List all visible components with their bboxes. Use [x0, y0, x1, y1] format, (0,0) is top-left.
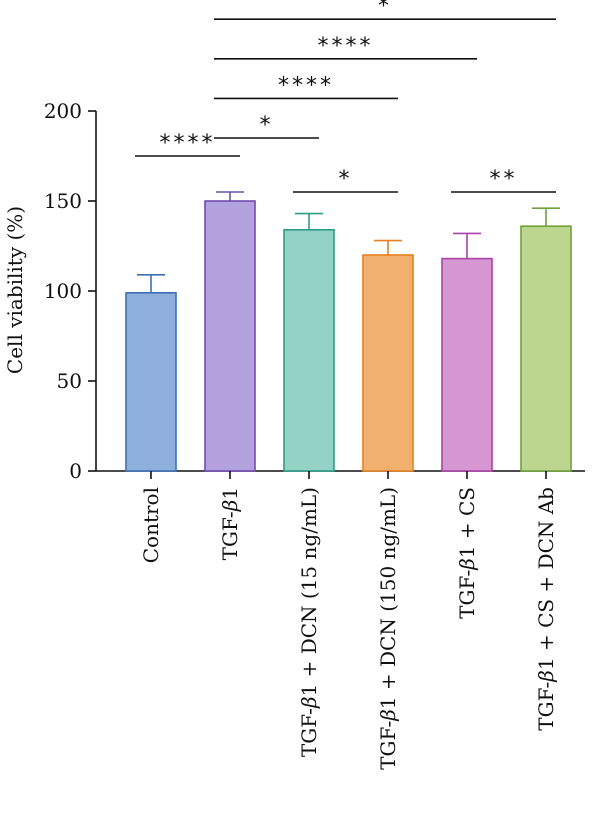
- sig-label-3: ****: [318, 34, 374, 59]
- axes: 0 50 100 150 200: [44, 99, 585, 483]
- sig-label-2: ****: [278, 73, 334, 98]
- x-tick-label-3: TGF-β1 + DCN (150 ng/mL): [376, 487, 400, 770]
- sig-label-0: ****: [160, 131, 216, 156]
- bar-0: [125, 291, 177, 472]
- x-tick-label-1: TGF-β1: [218, 487, 242, 560]
- x-tick-label-0: Control: [139, 487, 163, 563]
- sig-label-5: *: [339, 167, 353, 192]
- y-axis-label: Cell viability (%): [3, 206, 27, 374]
- y-tick-label-2: 100: [44, 279, 82, 303]
- category-labels: Control TGF-β1 TGF-β1 + DCN (15 ng/mL) TGF-…: [139, 487, 558, 770]
- y-tick-label-3: 150: [44, 189, 82, 213]
- y-tick-label-0: 0: [69, 459, 82, 483]
- y-tick-label-1: 50: [57, 369, 82, 393]
- bar-1: [204, 200, 256, 472]
- significance-brackets: *************** **: [135, 0, 556, 193]
- sig-label-6: **: [490, 167, 518, 192]
- bar-3: [362, 254, 414, 472]
- x-tick-label-5: TGF-β1 + CS + DCN Ab: [534, 487, 558, 731]
- x-tick-label-4: TGF-β1 + CS: [455, 487, 479, 619]
- bar-2: [283, 229, 335, 472]
- bar-5: [520, 225, 572, 472]
- sig-label-4: *: [378, 0, 392, 19]
- bars: [125, 191, 572, 479]
- y-tick-label-4: 200: [44, 99, 82, 123]
- sig-label-1: *: [260, 113, 274, 138]
- x-tick-label-2: TGF-β1 + DCN (15 ng/mL): [297, 487, 321, 757]
- bar-4: [441, 257, 493, 472]
